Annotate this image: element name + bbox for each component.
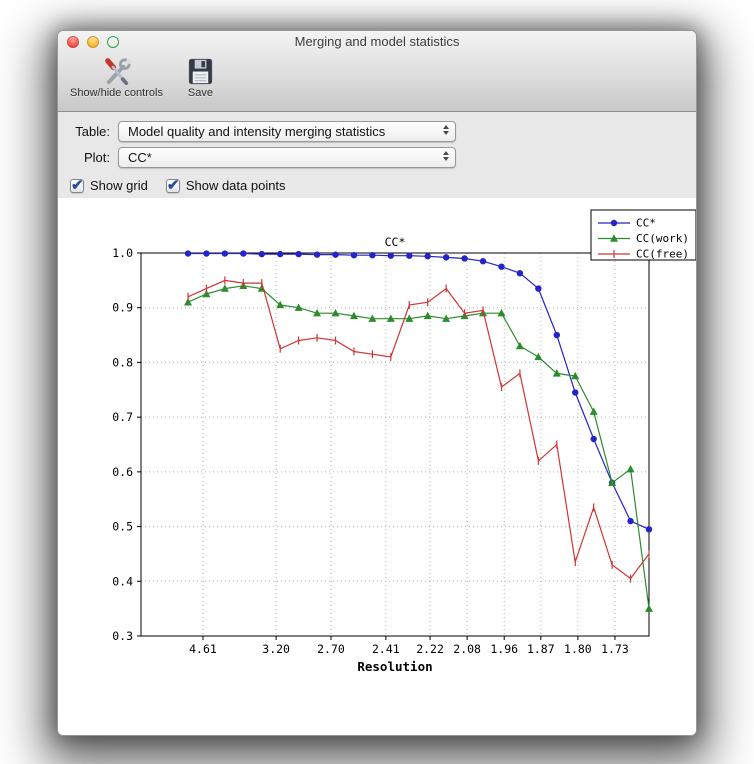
toolbar-button-label: Save: [187, 87, 213, 99]
svg-text:3.20: 3.20: [262, 642, 290, 656]
svg-text:0.7: 0.7: [112, 410, 133, 424]
legend: CC* CC(work) CC(free): [590, 209, 696, 261]
svg-text:2.41: 2.41: [372, 642, 400, 656]
minimize-button[interactable]: [87, 36, 99, 48]
svg-text:1.0: 1.0: [112, 246, 133, 260]
tools-icon: [105, 58, 132, 86]
plot-select-value: CC*: [128, 150, 152, 165]
svg-text:0.8: 0.8: [112, 355, 133, 369]
svg-text:2.08: 2.08: [453, 642, 481, 656]
plot-canvas: 4.61 3.20 2.70 2.41 2.22 2.08 1.96 1.87 1.80 1.73…: [112, 209, 696, 674]
plot-row: Plot: CC*: [58, 147, 696, 168]
zoom-button[interactable]: [107, 36, 119, 48]
toolbar-button-label: Show/hide controls: [70, 87, 163, 99]
series-cc-work-: [183, 281, 653, 612]
axes-frame: [140, 252, 650, 637]
x-axis-label: Resolution: [357, 659, 432, 674]
show-grid-checkbox[interactable]: [70, 176, 84, 194]
show-data-points-checkbox[interactable]: [165, 176, 180, 194]
svg-text:0.9: 0.9: [112, 301, 133, 315]
svg-text:CC(work): CC(work): [636, 232, 689, 245]
table-row: Table: Model quality and intensity mergi…: [58, 121, 696, 142]
grid-lines: [141, 252, 649, 637]
svg-text:4.61: 4.61: [189, 642, 217, 656]
show-grid-label: Show grid: [90, 178, 148, 193]
svg-text:0.5: 0.5: [112, 520, 133, 534]
dropdown-arrows-icon: [443, 151, 449, 161]
plot-figure: 4.61 3.20 2.70 2.41 2.22 2.08 1.96 1.87 1.80 1.73…: [58, 198, 696, 735]
svg-text:0.3: 0.3: [112, 629, 133, 643]
svg-text:1.73: 1.73: [601, 642, 629, 656]
window-title: Merging and model statistics: [294, 34, 460, 49]
show-data-points-label: Show data points: [185, 178, 286, 193]
close-button[interactable]: [67, 36, 79, 48]
series-cc-: [184, 250, 653, 533]
save-icon: [188, 58, 213, 85]
svg-text:1.87: 1.87: [527, 642, 555, 656]
series-cc-free-: [187, 276, 650, 583]
svg-text:0.6: 0.6: [112, 465, 133, 479]
table-select[interactable]: Model quality and intensity merging stat…: [118, 121, 456, 142]
toolbar: Show/hide controls Save: [58, 53, 696, 111]
svg-text:0.4: 0.4: [112, 574, 133, 588]
window-header: Merging and model statistics Show/hide c…: [58, 31, 696, 112]
axis-ticks: 4.61 3.20 2.70 2.41 2.22 2.08 1.96 1.87 1.80 1.73…: [112, 246, 629, 656]
titlebar[interactable]: Merging and model statistics: [58, 31, 696, 53]
svg-text:CC*: CC*: [636, 217, 656, 230]
plot-label: Plot:: [83, 150, 110, 165]
show-hide-controls-button[interactable]: Show/hide controls: [66, 55, 167, 100]
save-button[interactable]: Save: [181, 55, 220, 100]
plot-title: CC*: [385, 235, 406, 249]
svg-text:1.96: 1.96: [490, 642, 518, 656]
svg-text:CC(free): CC(free): [636, 248, 689, 261]
traffic-lights: [67, 36, 119, 48]
table-select-value: Model quality and intensity merging stat…: [128, 124, 386, 139]
table-label: Table:: [75, 124, 110, 139]
checkbox-row: Show grid Show data points: [70, 176, 696, 194]
dropdown-arrows-icon: [443, 125, 449, 135]
app-window: Merging and model statistics Show/hide c…: [57, 30, 697, 736]
controls-panel: Table: Model quality and intensity mergi…: [58, 112, 696, 198]
svg-text:2.22: 2.22: [416, 642, 444, 656]
plot-select[interactable]: CC*: [118, 147, 456, 168]
svg-text:1.80: 1.80: [564, 642, 592, 656]
svg-text:2.70: 2.70: [317, 642, 345, 656]
